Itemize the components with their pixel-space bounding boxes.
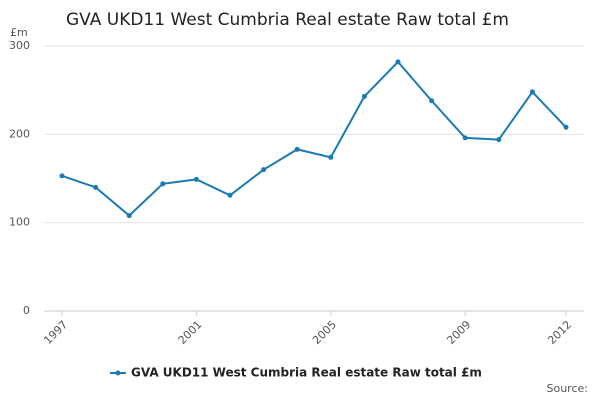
point [529,89,535,95]
chart-title: GVA UKD11 West Cumbria Real estate Raw t… [66,10,509,30]
x-tick-label: 2009 [444,318,473,347]
point [59,173,65,179]
point [395,59,401,65]
point [462,135,468,141]
x-tick-label: 2012 [545,318,574,347]
point [496,137,502,143]
point [361,93,367,99]
point [227,192,233,198]
legend-marker [115,370,121,376]
line [61,60,567,217]
point [563,124,569,130]
y-tick-label: 300 [9,39,30,52]
y-tick-label: 100 [9,216,30,229]
x-tick-label: 2001 [176,318,205,347]
point [261,167,267,173]
legend-label: GVA UKD11 West Cumbria Real estate Raw t… [131,366,482,380]
y-tick-label: 0 [23,304,30,317]
point [429,98,435,104]
point [93,184,99,190]
y-tick-label: 200 [9,127,30,140]
point [294,146,300,152]
point [126,213,132,219]
point [160,181,166,187]
x-tick-label: 1997 [41,318,70,347]
point [328,154,334,160]
point [193,176,199,182]
source: Source: [547,382,589,395]
x-tick-label: 2005 [310,318,339,347]
y-unit: £m [10,26,28,39]
